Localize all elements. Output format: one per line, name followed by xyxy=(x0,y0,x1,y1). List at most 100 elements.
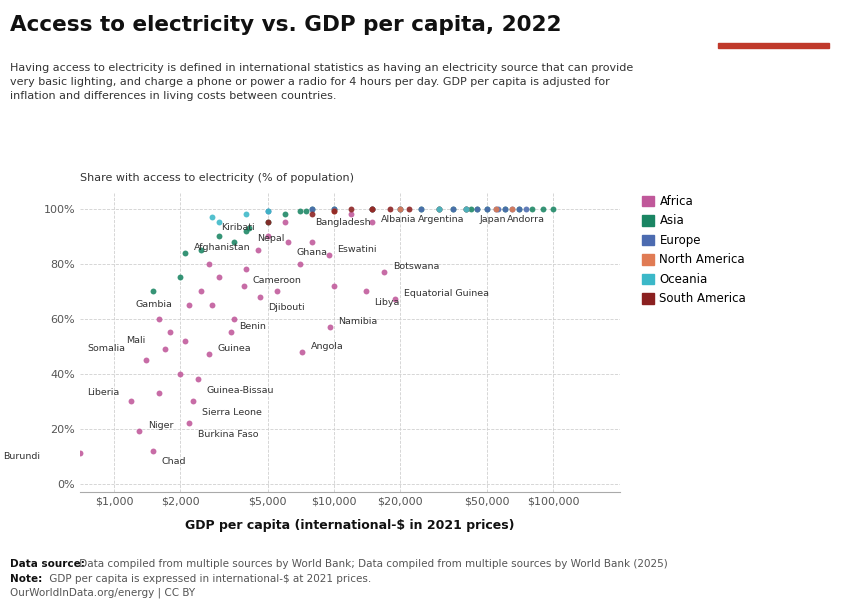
Point xyxy=(202,350,216,359)
Text: Burkina Faso: Burkina Faso xyxy=(198,430,258,439)
Point xyxy=(344,204,358,214)
Point xyxy=(206,300,219,310)
Point xyxy=(506,204,519,214)
Point xyxy=(261,206,275,216)
Text: Sierra Leone: Sierra Leone xyxy=(202,407,262,416)
Point xyxy=(366,204,379,214)
Text: in Data: in Data xyxy=(752,29,795,39)
Point xyxy=(261,217,275,227)
Text: Bangladesh: Bangladesh xyxy=(315,218,371,227)
Text: Kiribati: Kiribati xyxy=(221,223,255,232)
Point xyxy=(237,281,251,290)
Point xyxy=(296,347,309,356)
Point xyxy=(269,286,283,296)
Point xyxy=(240,264,253,274)
Text: Libya: Libya xyxy=(375,298,400,307)
Point xyxy=(414,204,428,214)
Point xyxy=(152,314,166,323)
Text: Chad: Chad xyxy=(162,457,186,466)
Point xyxy=(293,206,307,216)
Point xyxy=(278,209,292,219)
Point xyxy=(344,209,358,219)
Point xyxy=(252,292,266,301)
Point xyxy=(178,248,191,257)
Point xyxy=(306,209,320,219)
Point xyxy=(547,204,560,214)
Point xyxy=(490,204,503,214)
Point xyxy=(383,204,397,214)
Text: Note:: Note: xyxy=(10,574,43,584)
Point xyxy=(525,204,539,214)
Point xyxy=(173,369,187,379)
Point xyxy=(306,237,320,247)
Point xyxy=(281,237,295,247)
Point xyxy=(261,231,275,241)
Point xyxy=(322,251,336,260)
Text: Equatorial Guinea: Equatorial Guinea xyxy=(404,289,489,298)
Text: Our World: Our World xyxy=(744,14,803,25)
Point xyxy=(459,204,473,214)
Point xyxy=(241,223,255,233)
Point xyxy=(366,204,379,214)
Point xyxy=(393,204,406,214)
Point xyxy=(195,245,208,254)
Point xyxy=(432,204,445,214)
Point xyxy=(261,217,275,227)
Text: Andorra: Andorra xyxy=(507,215,545,224)
Point xyxy=(227,314,241,323)
Point xyxy=(183,418,196,428)
Point xyxy=(366,204,379,214)
Text: Afghanistan: Afghanistan xyxy=(194,242,250,251)
Point xyxy=(432,204,445,214)
Point xyxy=(306,204,320,214)
Text: Access to electricity vs. GDP per capita, 2022: Access to electricity vs. GDP per capita… xyxy=(10,15,562,35)
Text: Eswatini: Eswatini xyxy=(337,245,377,254)
Point xyxy=(146,286,160,296)
Point xyxy=(446,204,460,214)
Point xyxy=(519,204,533,214)
Point xyxy=(490,204,503,214)
Point xyxy=(393,204,406,214)
Point xyxy=(293,259,307,268)
Point xyxy=(388,295,402,304)
Point xyxy=(163,328,177,337)
Point xyxy=(139,355,153,365)
Point xyxy=(261,206,275,216)
Point xyxy=(459,204,473,214)
Point xyxy=(306,204,320,214)
Point xyxy=(251,245,264,254)
Point xyxy=(125,397,139,406)
Text: Angola: Angola xyxy=(311,341,344,350)
Point xyxy=(498,204,512,214)
Point xyxy=(471,204,484,214)
Point xyxy=(146,446,160,455)
Point xyxy=(459,204,473,214)
Text: Nepal: Nepal xyxy=(258,234,285,243)
Point xyxy=(327,204,341,214)
Text: Data compiled from multiple sources by World Bank; Data compiled from multiple s: Data compiled from multiple sources by W… xyxy=(76,559,667,569)
Point xyxy=(212,231,225,241)
Point xyxy=(158,344,172,353)
Point xyxy=(212,272,225,282)
Text: Somalia: Somalia xyxy=(87,344,125,353)
Point xyxy=(327,281,341,290)
Point xyxy=(195,286,208,296)
Text: Guinea-Bissau: Guinea-Bissau xyxy=(207,386,274,395)
Point xyxy=(414,204,428,214)
Point xyxy=(432,204,445,214)
Point xyxy=(299,206,313,216)
Point xyxy=(173,272,187,282)
Text: Mali: Mali xyxy=(126,336,145,345)
Point xyxy=(152,388,166,398)
Point xyxy=(278,217,292,227)
Point xyxy=(491,204,505,214)
Text: Share with access to electricity (% of population): Share with access to electricity (% of p… xyxy=(80,173,354,183)
Text: Namibia: Namibia xyxy=(338,317,378,326)
Text: Albania: Albania xyxy=(381,215,416,224)
Point xyxy=(178,336,191,346)
Point xyxy=(323,322,337,332)
Point xyxy=(190,374,204,384)
Text: Djibouti: Djibouti xyxy=(269,303,305,312)
Point xyxy=(202,259,216,268)
Point xyxy=(212,217,225,227)
